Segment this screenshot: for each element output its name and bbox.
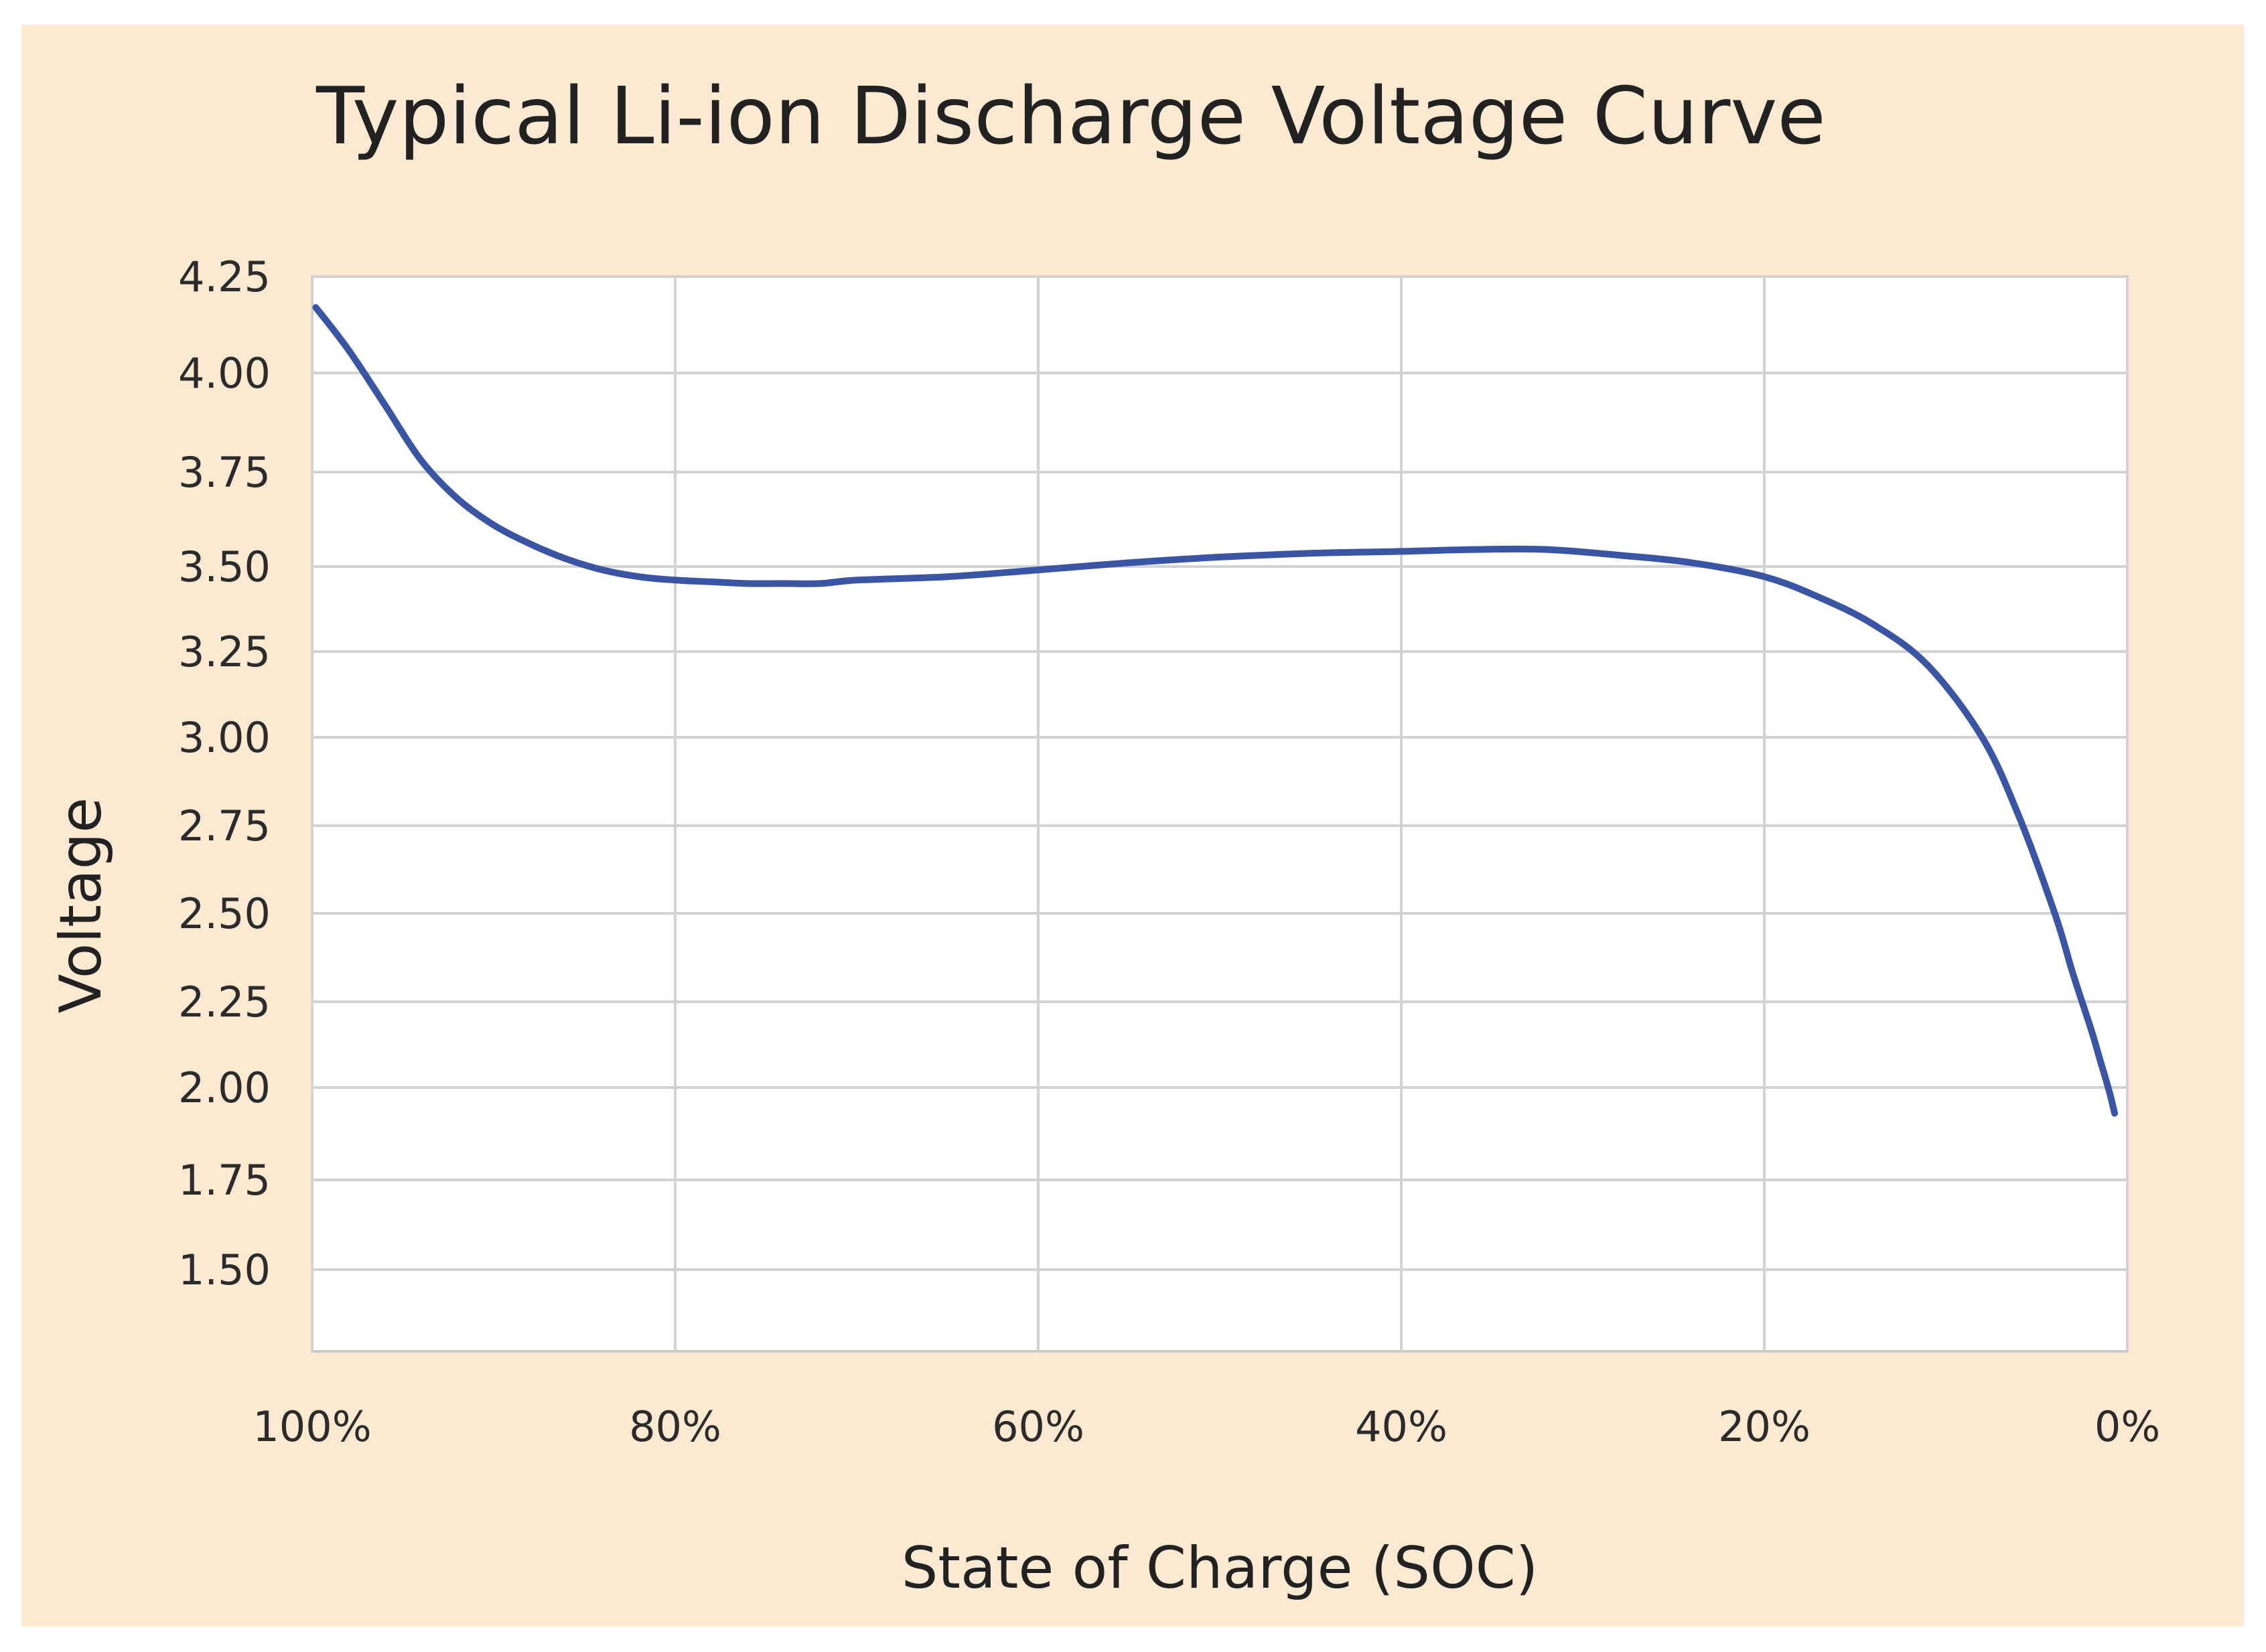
x-axis-title: State of Charge (SOC)	[902, 1535, 1539, 1602]
x-tick-label: 100%	[253, 1402, 371, 1451]
x-tick-label: 60%	[992, 1402, 1084, 1451]
y-tick-label: 4.00	[178, 349, 271, 398]
y-tick-label: 2.00	[178, 1063, 271, 1112]
y-tick-label: 3.25	[178, 627, 271, 676]
plot-area	[311, 275, 2129, 1353]
series-line-0	[312, 304, 2118, 1117]
y-tick-label: 3.00	[178, 713, 271, 762]
y-tick-label: 4.25	[178, 252, 271, 301]
y-axis-tick-labels: 4.25 4.00 3.75 3.50 3.25 3.00 2.75 2.50 2.25 2.00…	[178, 252, 271, 1294]
y-tick-label: 3.50	[178, 542, 271, 591]
x-tick-label: 20%	[1718, 1402, 1811, 1451]
y-tick-label: 2.75	[178, 802, 271, 850]
x-tick-label: 80%	[629, 1402, 721, 1451]
y-tick-label: 2.50	[178, 889, 271, 938]
x-axis-tick-labels: 100% 80% 60% 40% 20% 0%	[253, 1402, 2160, 1451]
y-tick-label: 2.25	[178, 978, 271, 1027]
y-tick-label: 1.75	[178, 1156, 271, 1205]
grid-lines	[311, 275, 2129, 1351]
y-tick-label: 1.50	[178, 1246, 271, 1294]
chart-title: Typical Li-ion Discharge Voltage Curve	[315, 70, 1826, 162]
x-tick-label: 40%	[1355, 1402, 1447, 1451]
x-tick-label: 0%	[2095, 1402, 2160, 1451]
series-layer	[312, 304, 2118, 1117]
y-tick-label: 3.75	[178, 448, 271, 497]
y-axis-title: Voltage	[48, 798, 115, 1014]
